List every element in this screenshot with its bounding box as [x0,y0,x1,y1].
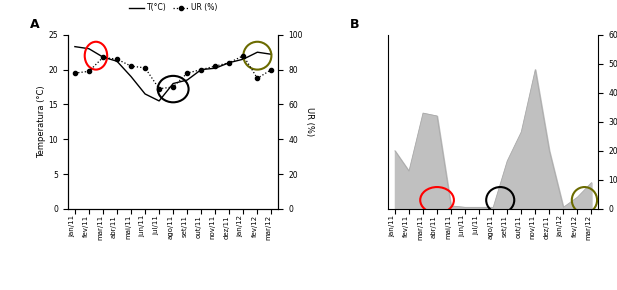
Y-axis label: Temperatura (°C): Temperatura (°C) [37,86,46,158]
Y-axis label: UR (%): UR (%) [305,107,315,136]
Text: A: A [30,18,39,31]
Legend: T(°C), UR (%): T(°C), UR (%) [126,0,221,15]
Text: B: B [350,18,360,31]
